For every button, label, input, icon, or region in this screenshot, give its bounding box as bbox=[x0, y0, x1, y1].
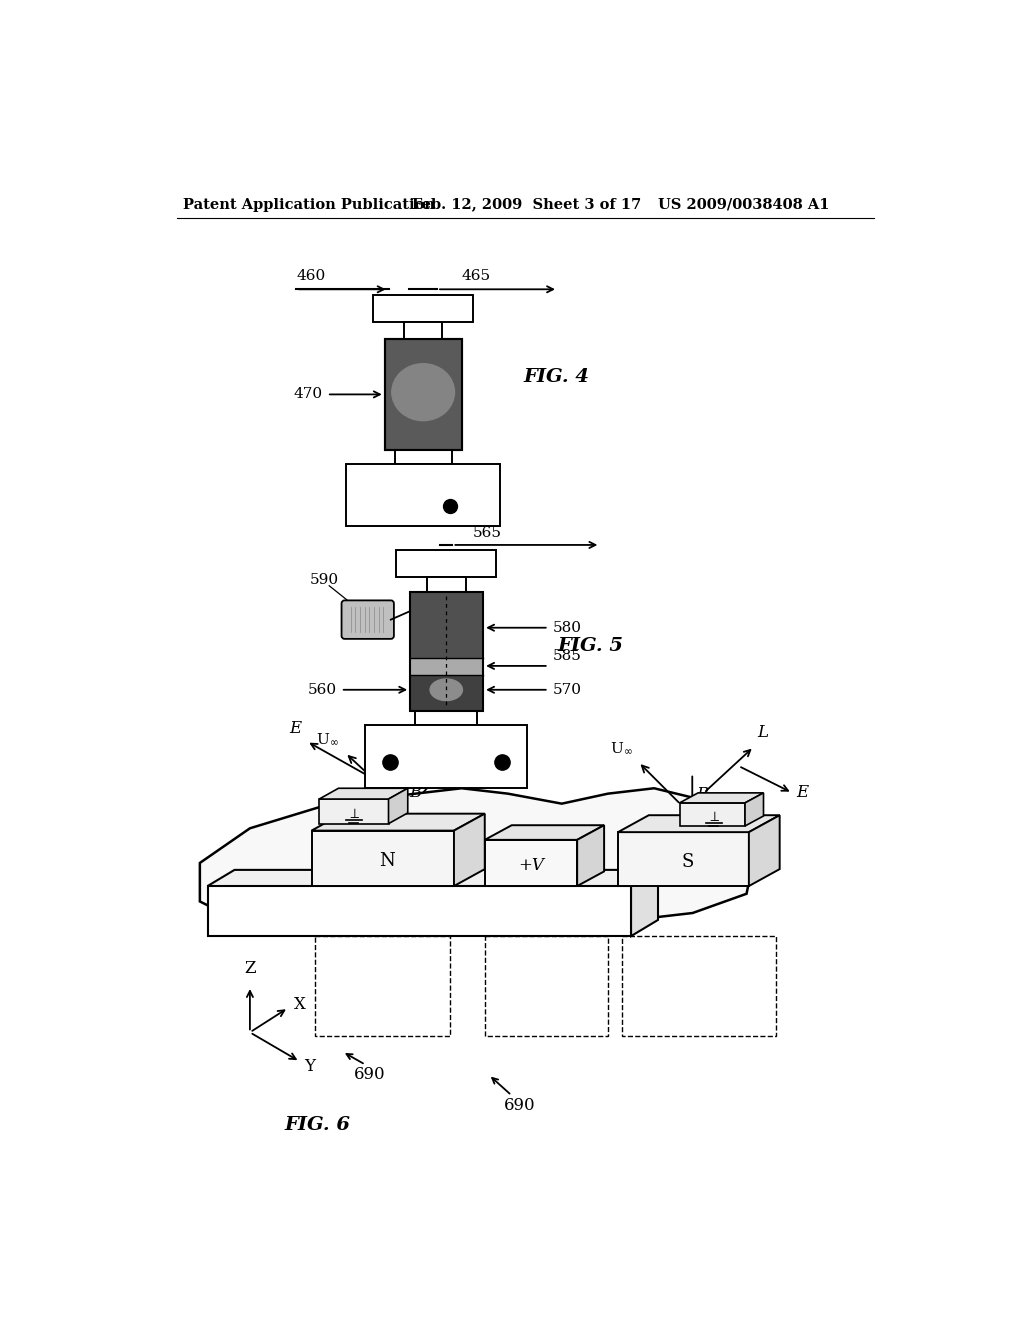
Text: L: L bbox=[757, 723, 768, 741]
Text: FIG. 5: FIG. 5 bbox=[558, 636, 624, 655]
Ellipse shape bbox=[392, 364, 455, 421]
Bar bbox=[373, 294, 473, 322]
Text: B: B bbox=[696, 785, 709, 803]
Ellipse shape bbox=[430, 678, 463, 701]
Text: 580: 580 bbox=[553, 620, 582, 635]
Polygon shape bbox=[200, 788, 755, 932]
Polygon shape bbox=[578, 825, 604, 886]
Text: B: B bbox=[410, 784, 421, 801]
Polygon shape bbox=[388, 788, 408, 824]
Text: 560: 560 bbox=[308, 682, 337, 697]
Bar bbox=[346, 465, 500, 525]
Text: US 2009/0038408 A1: US 2009/0038408 A1 bbox=[658, 198, 829, 211]
Bar bbox=[622, 936, 776, 1036]
Bar bbox=[427, 577, 466, 591]
Polygon shape bbox=[454, 813, 484, 886]
Polygon shape bbox=[311, 830, 454, 886]
Bar bbox=[410, 657, 483, 676]
Bar bbox=[403, 322, 442, 339]
Polygon shape bbox=[680, 793, 764, 803]
Polygon shape bbox=[484, 825, 604, 840]
Bar bbox=[315, 936, 451, 1036]
FancyBboxPatch shape bbox=[342, 601, 394, 639]
Polygon shape bbox=[749, 816, 779, 886]
Text: 470: 470 bbox=[294, 387, 323, 401]
Polygon shape bbox=[208, 886, 631, 936]
Polygon shape bbox=[208, 870, 658, 886]
Text: E: E bbox=[289, 721, 301, 738]
Text: N: N bbox=[379, 853, 394, 870]
Text: S: S bbox=[681, 853, 693, 871]
Bar bbox=[385, 339, 462, 450]
Text: 570: 570 bbox=[553, 682, 582, 697]
Text: Z: Z bbox=[244, 960, 256, 977]
Ellipse shape bbox=[397, 368, 450, 416]
Text: 460: 460 bbox=[296, 269, 326, 284]
Bar bbox=[394, 450, 453, 465]
Text: 690: 690 bbox=[353, 1067, 385, 1084]
Text: 565: 565 bbox=[473, 527, 502, 540]
Text: 575: 575 bbox=[438, 747, 470, 764]
Ellipse shape bbox=[416, 385, 431, 399]
Ellipse shape bbox=[441, 686, 451, 693]
Text: L: L bbox=[470, 722, 481, 739]
Text: 590: 590 bbox=[310, 573, 339, 587]
Text: 690: 690 bbox=[504, 1097, 536, 1114]
Ellipse shape bbox=[433, 681, 459, 698]
Polygon shape bbox=[311, 813, 484, 830]
Polygon shape bbox=[680, 803, 745, 826]
Text: Patent Application Publication: Patent Application Publication bbox=[183, 198, 435, 211]
Text: U$_\infty$: U$_\infty$ bbox=[610, 741, 633, 756]
Text: U$_\infty$: U$_\infty$ bbox=[316, 733, 339, 747]
Text: E: E bbox=[797, 784, 808, 801]
Bar bbox=[385, 339, 462, 450]
Bar bbox=[484, 936, 608, 1036]
Text: FIG. 4: FIG. 4 bbox=[523, 368, 589, 385]
Ellipse shape bbox=[402, 374, 444, 412]
Text: 475: 475 bbox=[392, 484, 424, 502]
Ellipse shape bbox=[408, 378, 439, 407]
Polygon shape bbox=[617, 816, 779, 832]
Bar bbox=[410, 676, 483, 711]
Polygon shape bbox=[631, 870, 658, 936]
Text: $\perp$: $\perp$ bbox=[347, 807, 360, 821]
Text: +V: +V bbox=[518, 857, 544, 874]
Text: Feb. 12, 2009  Sheet 3 of 17: Feb. 12, 2009 Sheet 3 of 17 bbox=[412, 198, 641, 211]
Polygon shape bbox=[319, 799, 388, 824]
Bar bbox=[396, 549, 497, 577]
Polygon shape bbox=[617, 832, 749, 886]
Polygon shape bbox=[319, 788, 408, 799]
Text: 465: 465 bbox=[462, 269, 490, 284]
Bar bbox=[410, 591, 483, 711]
Text: $\perp$: $\perp$ bbox=[707, 809, 721, 824]
Polygon shape bbox=[745, 793, 764, 826]
Bar bbox=[410, 591, 483, 657]
Ellipse shape bbox=[412, 381, 435, 403]
Text: X: X bbox=[294, 997, 306, 1014]
Text: Y: Y bbox=[304, 1057, 314, 1074]
Text: 585: 585 bbox=[553, 649, 582, 663]
Bar bbox=[366, 725, 527, 788]
Bar bbox=[416, 711, 477, 725]
Ellipse shape bbox=[437, 684, 455, 696]
Text: FIG. 6: FIG. 6 bbox=[285, 1115, 350, 1134]
Polygon shape bbox=[484, 840, 578, 886]
